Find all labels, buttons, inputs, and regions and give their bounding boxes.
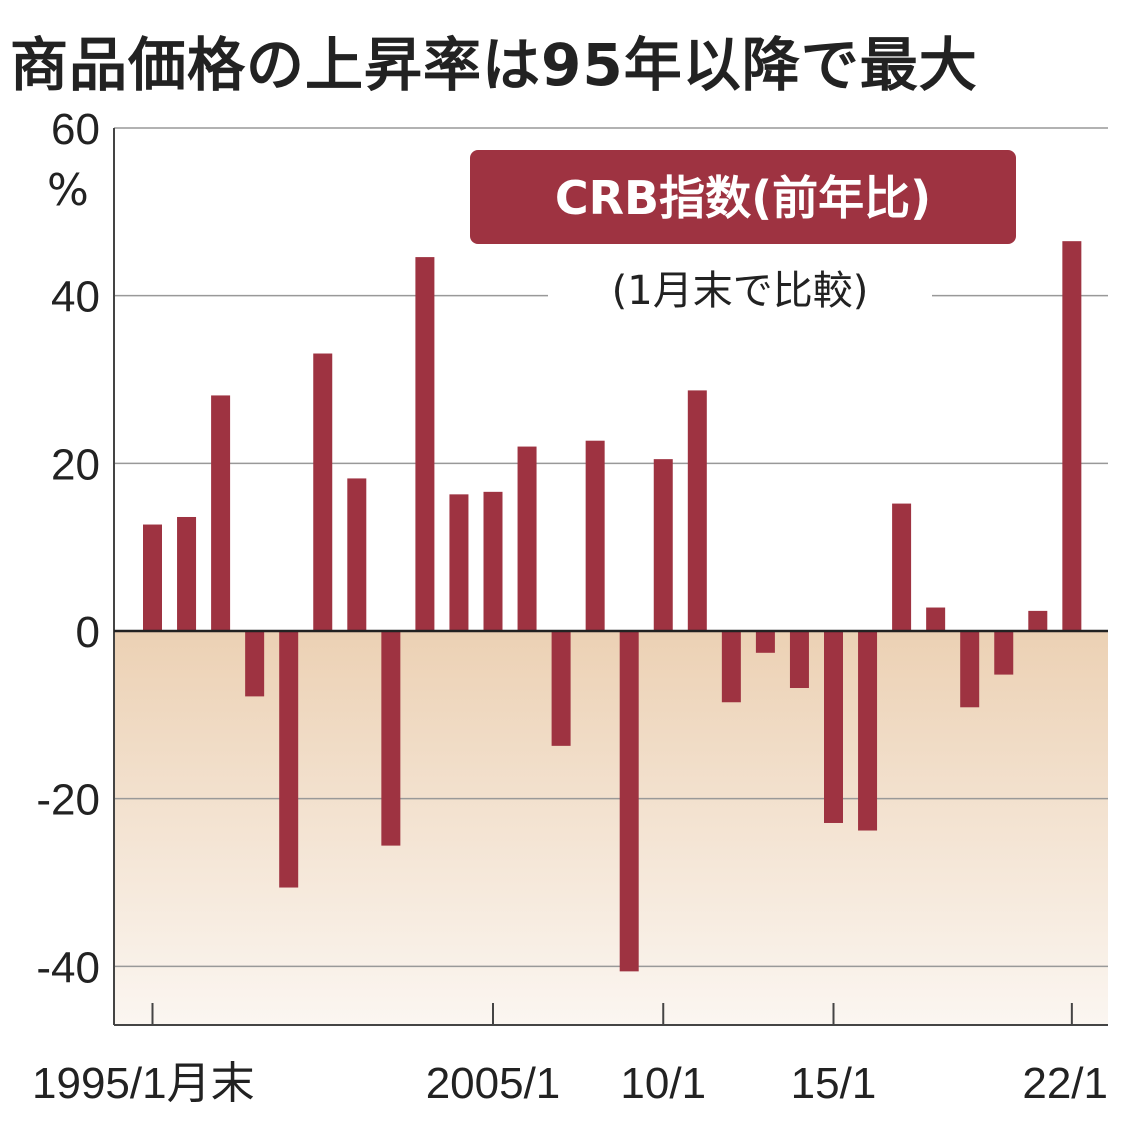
bar <box>313 353 333 631</box>
legend-note: (1月末で比較) <box>612 268 869 314</box>
legend-label: CRB指数(前年比) <box>555 171 931 225</box>
x-tick-label: 15/1 <box>791 1059 877 1108</box>
bar <box>177 516 197 631</box>
bar <box>892 503 912 631</box>
y-tick-label: 60 <box>51 105 100 154</box>
legend-box <box>470 150 1016 244</box>
bar <box>347 478 367 631</box>
bar <box>449 494 469 631</box>
chart-title: 商品価格の上昇率は95年以降で最大 <box>10 31 978 99</box>
bar <box>381 631 401 846</box>
y-axis-unit: % <box>47 165 89 216</box>
bar <box>653 459 673 631</box>
bar <box>755 631 775 653</box>
bar <box>789 631 809 689</box>
bar <box>517 446 537 631</box>
bar <box>687 390 707 631</box>
bar <box>551 631 571 746</box>
bar <box>721 631 741 703</box>
y-tick-label: 0 <box>76 608 100 657</box>
x-tick-label: 2005/1 <box>426 1059 561 1108</box>
y-tick-label: 40 <box>51 273 100 322</box>
bar <box>926 607 946 631</box>
note-background <box>548 262 932 318</box>
bar <box>143 524 162 631</box>
x-tick-label: 22/1 <box>1022 1059 1108 1108</box>
bar <box>1062 241 1082 632</box>
bar <box>585 440 605 631</box>
bar <box>211 395 231 631</box>
x-tick-label: 1995/1月末 <box>32 1059 255 1108</box>
bar <box>415 257 435 631</box>
bar <box>960 631 980 708</box>
bar <box>279 631 299 888</box>
y-tick-label: -40 <box>36 943 100 992</box>
bar <box>619 631 639 972</box>
bar <box>824 631 843 823</box>
bar <box>245 631 265 697</box>
x-tick-label: 10/1 <box>620 1059 706 1108</box>
y-tick-label: -20 <box>36 776 100 825</box>
bar <box>483 491 503 631</box>
bar <box>994 631 1014 675</box>
y-tick-label: 20 <box>51 440 100 489</box>
bar <box>1028 610 1048 631</box>
bar <box>858 631 878 831</box>
